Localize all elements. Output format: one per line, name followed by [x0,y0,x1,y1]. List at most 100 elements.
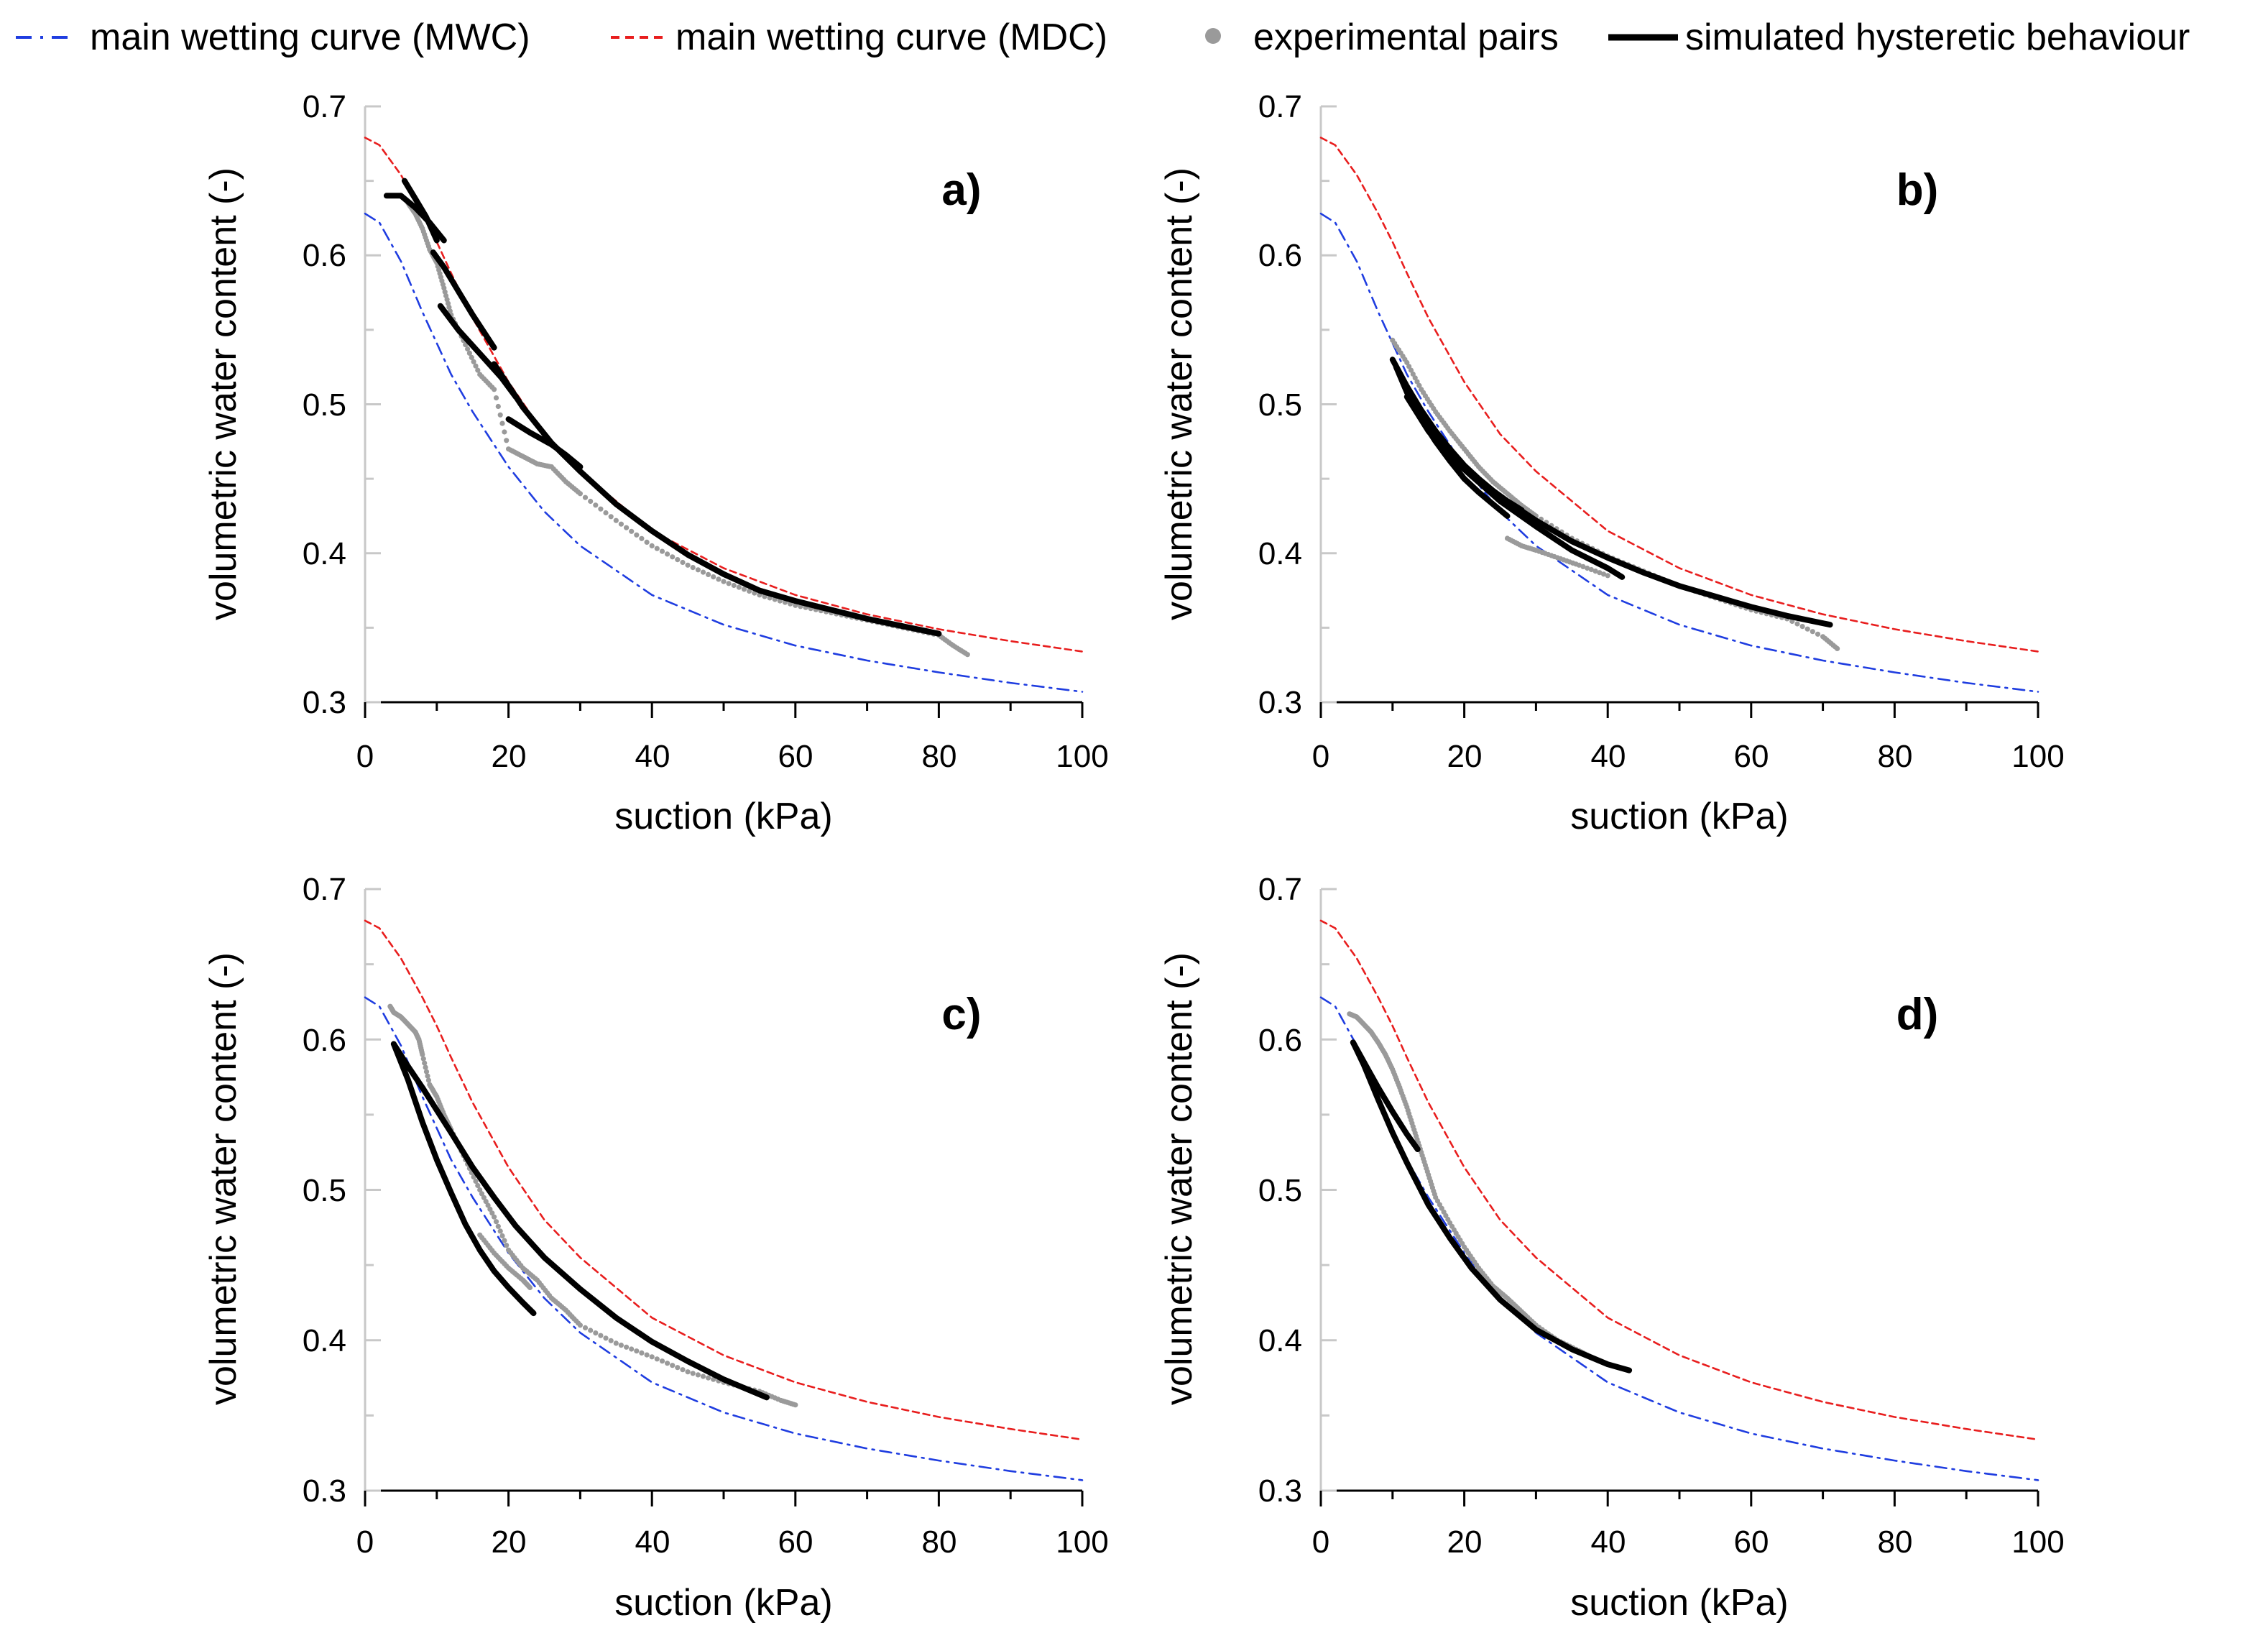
experimental-point [1799,624,1805,630]
experimental-point [747,588,752,594]
experimental-point [618,1343,624,1348]
experimental-point [741,586,747,592]
panel-a-xtick-label: 80 [922,739,957,774]
panel-a-ytick-label: 0.7 [303,89,346,124]
experimental-point [695,567,701,573]
experimental-point [444,297,450,303]
experimental-point [659,1358,665,1364]
panel-b-plot [1319,105,2039,718]
experimental-point [497,412,503,418]
sim-line [401,178,440,244]
experimental-point [1404,359,1410,366]
panel-a-xtick-label: 60 [778,739,813,774]
panel-a-xlabel: suction (kPa) [614,796,832,837]
experimental-point [685,1369,691,1375]
experimental-point [603,1335,609,1341]
panel-a-ylabel: volumetric water content (-) [203,167,244,620]
experimental-point [485,1202,491,1208]
experimental-point [588,498,594,505]
experimental-point [675,1365,681,1371]
panel-d-xlabel: suction (kPa) [1570,1582,1788,1624]
experimental-point [649,1354,655,1360]
mwc-line [1319,996,2039,1481]
panel-d-xtick-label: 100 [2011,1524,2064,1560]
panel-a-ytick-label: 0.4 [303,536,346,571]
panel-b-ytick-label: 0.7 [1258,89,1302,124]
panel-a-ytick-label: 0.6 [303,238,346,273]
experimental-point [1406,364,1412,369]
experimental-point [502,1238,507,1243]
panel-d-xtick-label: 20 [1447,1524,1483,1560]
panel-d-xtick-label: 40 [1591,1524,1626,1560]
experimental-point [495,1223,501,1229]
panel-b-ylabel: volumetric water content (-) [1158,167,1200,620]
experimental-point [441,285,447,291]
panel-b-xlabel: suction (kPa) [1570,796,1788,837]
experimental-point [711,574,716,580]
panel-c-ylabel: volumetric water content (-) [203,952,244,1405]
experimental-point [706,571,711,578]
experimental-point [731,582,737,589]
experimental-point [1592,569,1598,574]
experimental-point [423,1064,428,1070]
experimental-point [473,1178,479,1184]
experimental-point [1605,573,1610,579]
experimental-point [690,565,696,571]
experimental-point [690,1371,696,1376]
experimental-point [483,1199,489,1205]
experimental-point [618,521,624,527]
experimental-point [577,1322,584,1328]
experimental-point [721,579,727,584]
experimental-point [644,1352,650,1358]
experimental-point [1580,563,1586,570]
sim-line [390,1041,537,1317]
panel-b-xtick-label: 100 [2011,739,2064,774]
experimental-point [469,354,474,360]
experimental-point [1408,367,1414,373]
legend-exp-label: experimental pairs [1253,17,1559,58]
panel-a-xtick-label: 20 [492,739,527,774]
experimental-point [504,1243,510,1248]
panel-b-xtick-label: 20 [1447,739,1483,774]
experimental-point [492,387,497,392]
panel-c-ytick-label: 0.7 [303,872,346,907]
panel-d-label: d) [1896,990,1939,1039]
experimental-point [603,510,609,516]
panel-d: volumetric water content (-) suction (kP… [1158,872,2065,1624]
experimental-point [700,569,706,575]
experimental-point [420,1052,425,1057]
experimental-point [700,1374,706,1379]
experimental-point [499,1233,505,1239]
experimental-point [527,1284,533,1291]
experimental-point [499,420,505,426]
experimental-point [613,517,619,523]
experimental-point [1815,631,1821,637]
experimental-point [665,1361,670,1366]
sim-line [491,361,942,637]
experimental-point [495,403,501,410]
panel-c-ytick-label: 0.3 [303,1473,346,1509]
experimental-point [497,1228,503,1234]
panel-c-label: c) [941,990,981,1039]
experimental-point [598,1333,604,1338]
panel-b-xtick-label: 0 [1312,739,1329,774]
experimental-point [1600,571,1607,577]
experimental-point [479,1191,485,1197]
panel-d-xtick-label: 0 [1312,1524,1329,1560]
panel-b-ytick-label: 0.5 [1258,387,1302,423]
mwc-line [364,212,1084,693]
experimental-point [706,1375,711,1381]
experimental-point [477,1187,483,1193]
experimental-point [685,562,691,568]
experimental-point [582,494,589,500]
panel-b-xtick-label: 40 [1591,739,1626,774]
panel-d-xtick-label: 60 [1734,1524,1769,1560]
experimental-point [588,1328,594,1333]
experimental-point [793,1402,798,1408]
panel-a-ytick-label: 0.5 [303,387,346,423]
experimental-point [475,1182,481,1189]
experimental-point [1416,382,1422,389]
experimental-point [1585,565,1590,571]
experimental-point [716,576,722,582]
mdc-line [364,919,1084,1441]
